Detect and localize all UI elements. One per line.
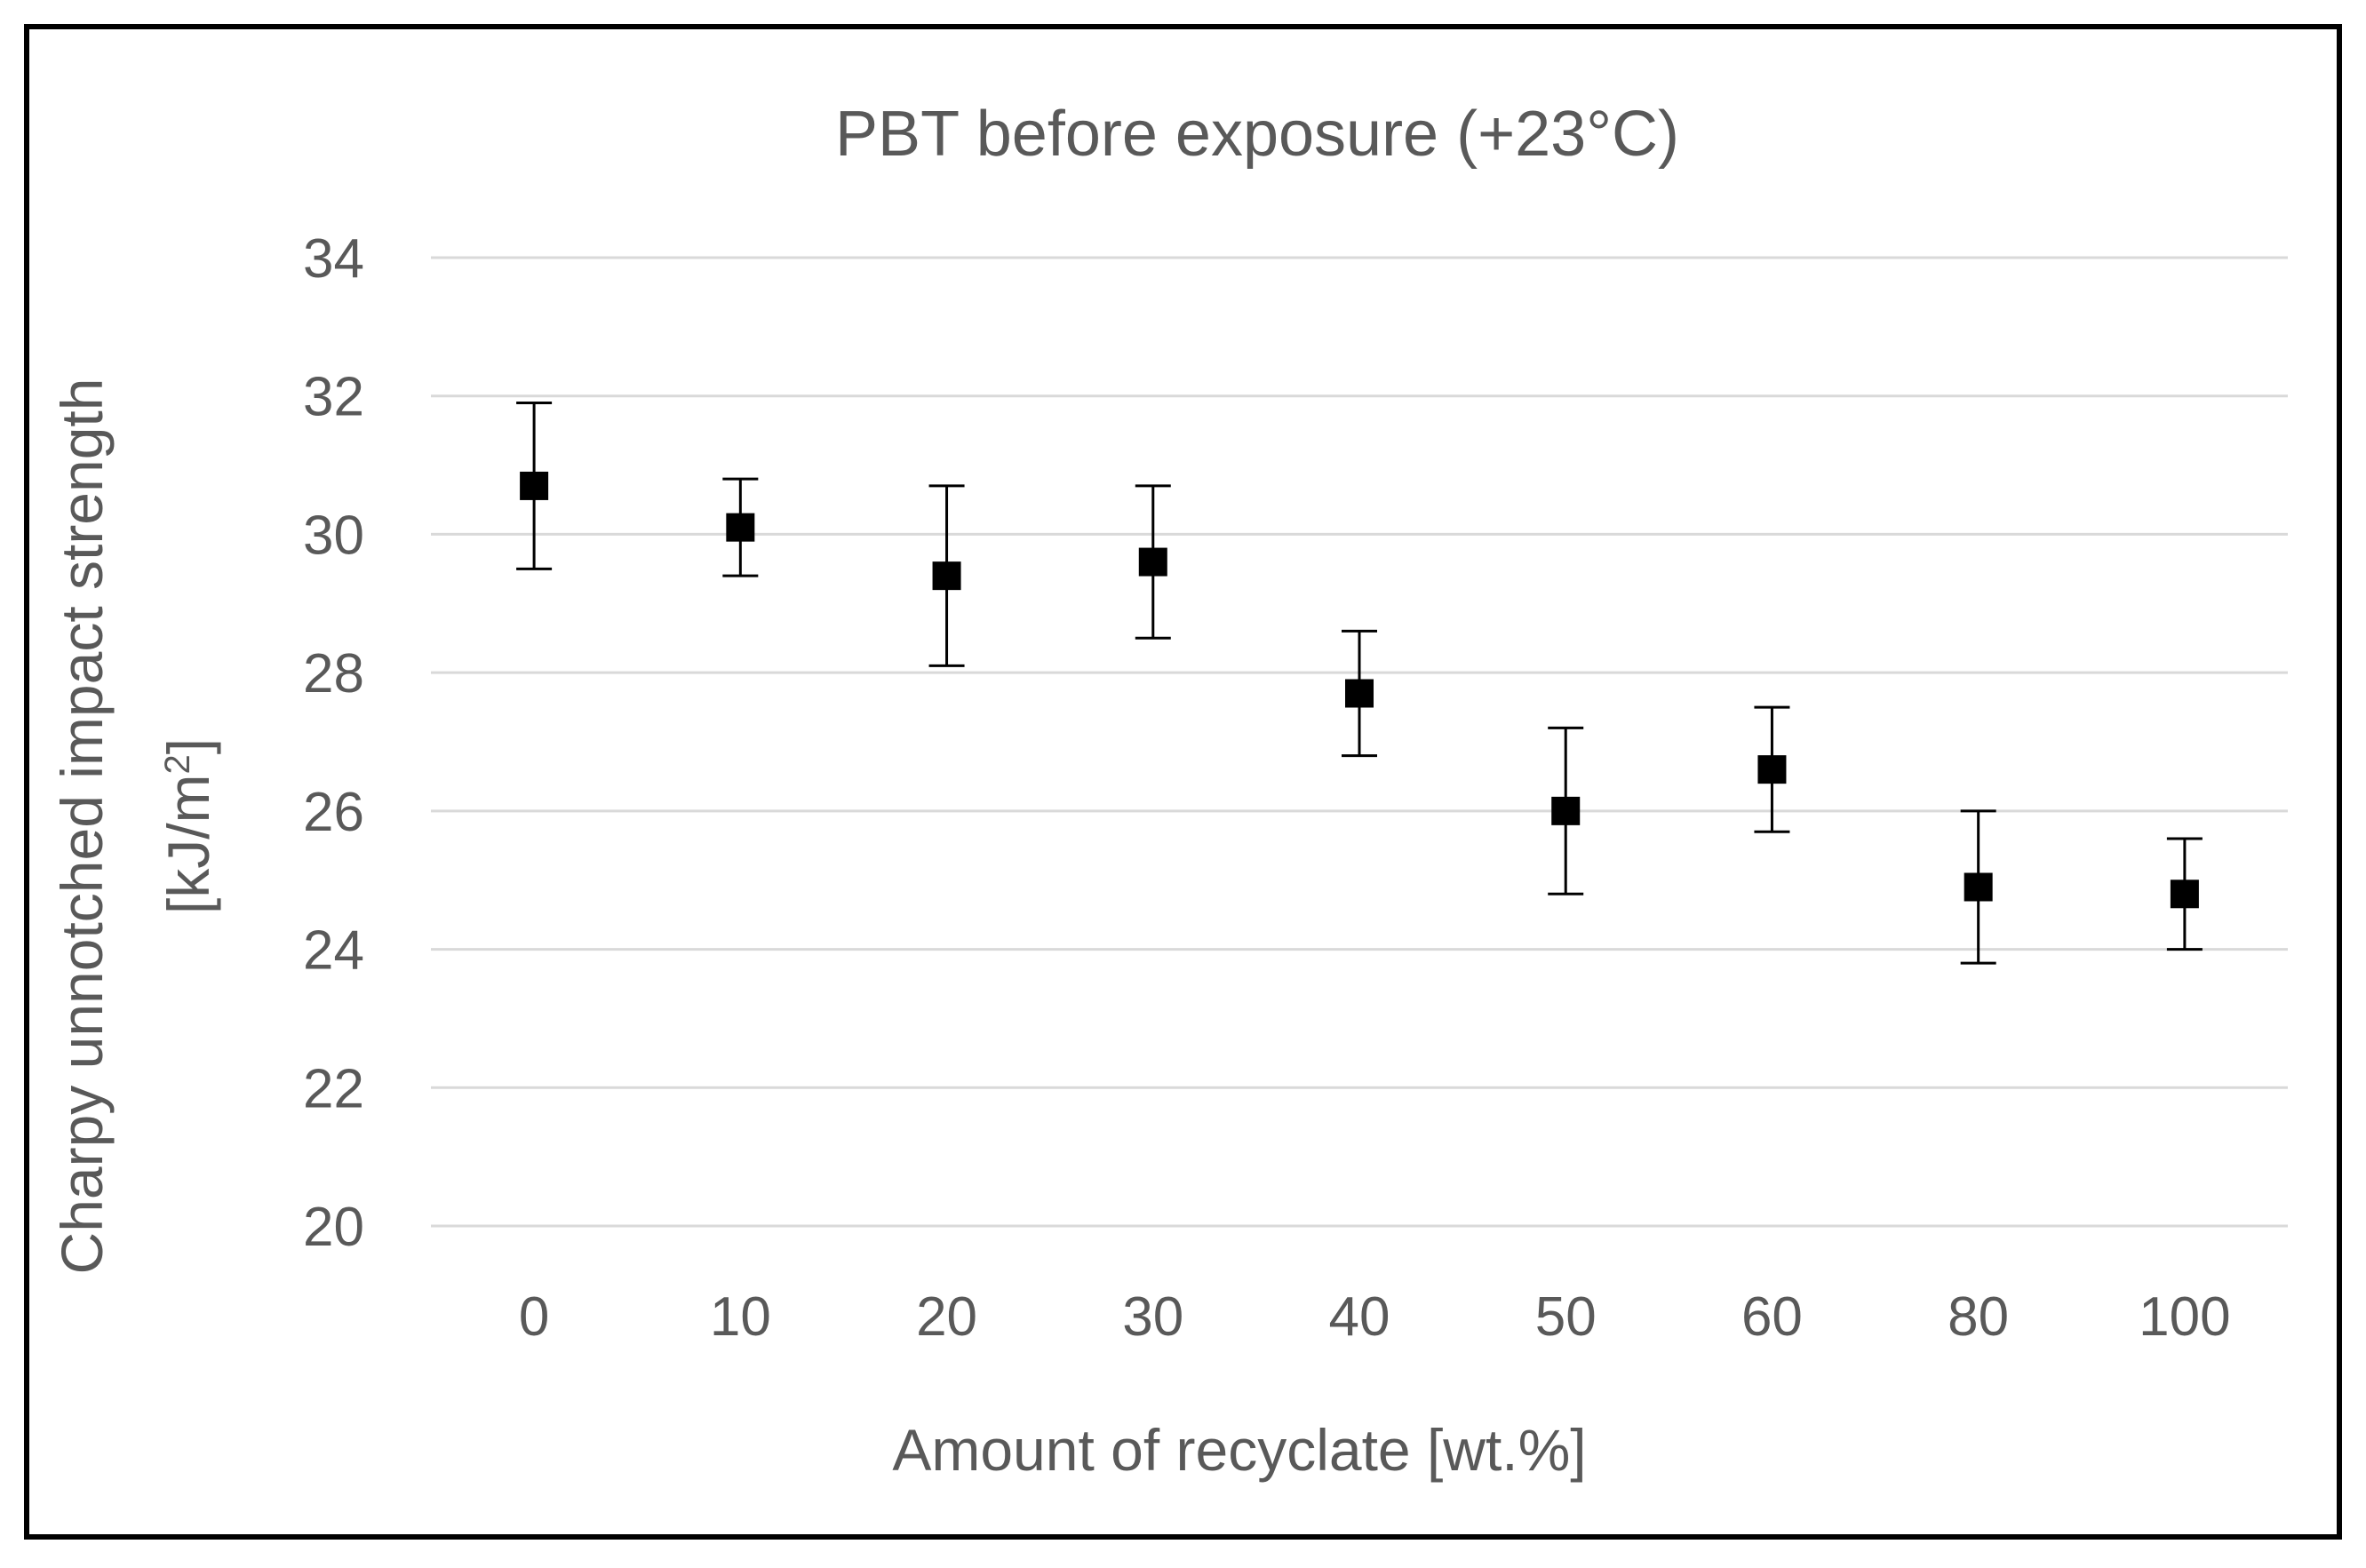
y-tick-label: 26 (303, 782, 364, 843)
x-tick-label: 0 (519, 1286, 549, 1348)
x-tick-label: 100 (2139, 1286, 2230, 1348)
x-tick-label: 80 (1948, 1286, 2009, 1348)
x-tick-label: 30 (1122, 1286, 1183, 1348)
y-axis-label-line1: Charpy unnotched impact strength (49, 378, 115, 1275)
data-markers (520, 471, 2199, 909)
data-point-marker (1345, 679, 1374, 708)
data-point-marker (520, 471, 549, 500)
data-point-marker (2170, 880, 2199, 909)
x-tick-label: 40 (1329, 1286, 1390, 1348)
x-tick-label: 50 (1535, 1286, 1597, 1348)
y-axis-unit-sup: 2 (158, 754, 197, 774)
y-tick-label: 34 (303, 228, 364, 290)
x-tick-label: 60 (1741, 1286, 1803, 1348)
y-axis-unit-prefix: [kJ/m (155, 774, 221, 914)
chart-title: PBT before exposure (+23°C) (835, 99, 1679, 170)
y-tick-label: 30 (303, 505, 364, 566)
y-tick-labels: 20 22 24 26 28 30 32 34 (303, 228, 364, 1258)
y-axis-label: Charpy unnotched impact strength [kJ/m2] (49, 378, 221, 1275)
y-tick-label: 24 (303, 920, 364, 982)
y-tick-label: 22 (303, 1058, 364, 1119)
y-axis-unit-suffix: ] (155, 738, 221, 754)
data-point-marker (726, 513, 755, 542)
x-tick-labels: 0 10 20 30 40 50 60 80 100 (519, 1286, 2231, 1348)
data-point-marker (1551, 796, 1581, 825)
error-bars (516, 402, 2203, 965)
y-tick-label: 32 (303, 367, 364, 428)
data-point-marker (1964, 872, 1993, 902)
data-point-marker (1138, 547, 1167, 577)
y-tick-label: 20 (303, 1197, 364, 1258)
x-tick-label: 20 (916, 1286, 977, 1348)
data-point-marker (1757, 755, 1787, 784)
y-tick-label: 28 (303, 643, 364, 704)
x-tick-label: 10 (710, 1286, 771, 1348)
chart-frame (24, 24, 2342, 1540)
data-point-marker (932, 561, 961, 591)
y-axis-label-line2: [kJ/m2] (155, 738, 221, 914)
x-axis-label: Amount of recyclate [wt.%] (892, 1417, 1586, 1483)
